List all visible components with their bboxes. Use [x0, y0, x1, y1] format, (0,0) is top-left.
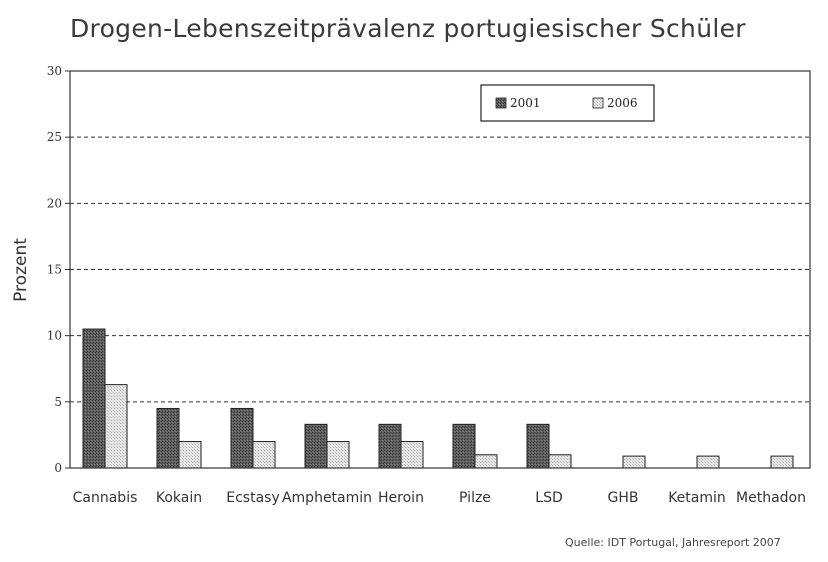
x-category-label: LSD: [535, 490, 562, 506]
bars: [82, 328, 794, 469]
y-tick-label: 5: [54, 395, 62, 409]
legend-swatch-2001: [495, 97, 507, 109]
bar-2001-pilze: [452, 423, 476, 469]
bar-2001-kokain: [156, 407, 180, 469]
bar-2006-amphetamin: [326, 441, 350, 469]
bar-2006-kokain: [178, 441, 202, 469]
bar-2006-lsd: [548, 454, 572, 469]
tick-labels: 0 5 10 15 20 25 30 Cannabis Kokain Ecstasy Ampheta…: [47, 64, 806, 506]
x-category-label: Ecstasy: [226, 490, 279, 506]
x-category-label: Cannabis: [73, 490, 138, 506]
y-tick-label: 20: [47, 196, 62, 210]
bar-2001-ecstasy: [230, 407, 254, 469]
chart-title: Drogen-Lebenszeitprävalenz portugiesisch…: [70, 14, 746, 43]
x-category-label: GHB: [608, 490, 639, 506]
x-category-label: Kokain: [156, 490, 202, 506]
bar-2006-ghb: [622, 455, 646, 469]
grid-lines: [70, 136, 810, 403]
bar-2001-lsd: [526, 423, 550, 469]
axes: [65, 70, 811, 469]
bar-2006-ketamin: [696, 455, 720, 469]
y-tick-label: 25: [47, 130, 62, 144]
y-axis-label: Prozent: [11, 238, 31, 302]
x-category-label: Amphetamin: [282, 490, 372, 506]
bar-2001-cannabis: [82, 328, 106, 469]
legend: 2001 2006: [480, 84, 655, 122]
x-category-label: Methadon: [736, 490, 806, 506]
bar-2006-heroin: [400, 441, 424, 469]
legend-swatch-2006: [592, 97, 604, 109]
legend-box: [480, 84, 655, 122]
y-tick-label: 15: [47, 263, 62, 277]
bar-2006-pilze: [474, 454, 498, 469]
bar-2006-ecstasy: [252, 441, 276, 469]
bar-2001-heroin: [378, 423, 402, 469]
x-category-label: Heroin: [378, 490, 424, 506]
bar-2001-amphetamin: [304, 423, 328, 469]
source-note: Quelle: IDT Portugal, Jahresreport 2007: [565, 536, 781, 549]
legend-label-2006: 2006: [607, 96, 638, 110]
bar-2006-cannabis: [104, 384, 128, 469]
plot-frame: [69, 70, 811, 469]
x-category-label: Ketamin: [668, 490, 726, 506]
x-category-label: Pilze: [459, 490, 491, 506]
y-tick-label: 10: [47, 329, 62, 343]
bar-2006-methadon: [770, 455, 794, 469]
legend-label-2001: 2001: [510, 96, 541, 110]
y-tick-label: 30: [47, 64, 62, 78]
y-tick-label: 0: [54, 461, 62, 475]
